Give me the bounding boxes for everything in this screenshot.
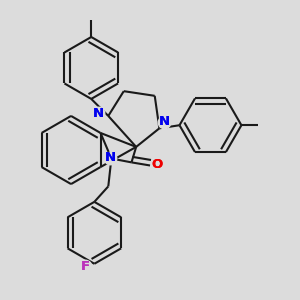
Text: N: N [158, 115, 169, 128]
Text: N: N [93, 107, 104, 120]
Text: N: N [158, 115, 169, 128]
Text: F: F [80, 260, 90, 273]
Text: O: O [151, 158, 163, 171]
Text: N: N [104, 152, 116, 164]
Text: O: O [151, 158, 163, 171]
Text: F: F [80, 260, 90, 273]
Text: N: N [104, 152, 116, 164]
Text: N: N [93, 107, 104, 120]
